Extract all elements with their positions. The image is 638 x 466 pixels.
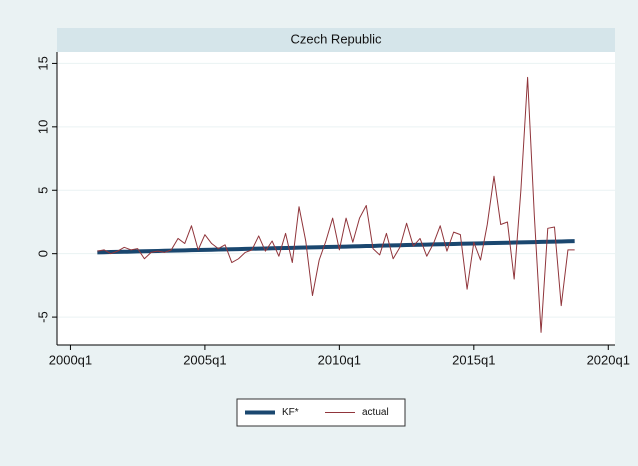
title-bar	[57, 28, 615, 52]
chart-title: Czech Republic	[290, 31, 382, 46]
legend-label: actual	[362, 407, 389, 418]
series-line	[97, 76, 575, 333]
x-tick-label: 2000q1	[49, 352, 92, 367]
x-tick-label: 2010q1	[318, 352, 361, 367]
plot-area	[57, 52, 615, 345]
x-tick-label: 2020q1	[587, 352, 630, 367]
x-tick-label: 2015q1	[452, 352, 495, 367]
y-tick-label: 5	[35, 187, 50, 194]
legend-label: KF*	[282, 407, 299, 418]
y-tick-label: 0	[35, 250, 50, 257]
x-tick-label: 2005q1	[183, 352, 226, 367]
series-line	[97, 239, 575, 255]
y-tick-label: 10	[35, 120, 50, 134]
y-tick-label: 15	[35, 56, 50, 70]
y-tick-label: -5	[35, 311, 50, 323]
